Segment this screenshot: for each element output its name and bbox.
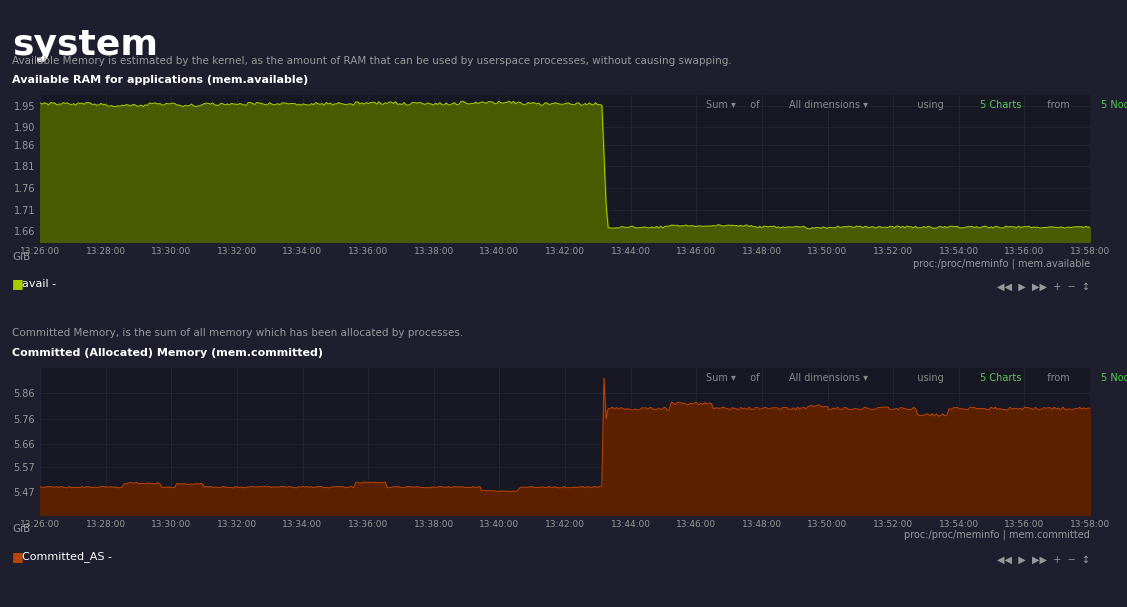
Text: using: using [911, 373, 950, 382]
Text: proc:/proc/meminfo | mem.committed: proc:/proc/meminfo | mem.committed [904, 530, 1090, 540]
Text: GiB: GiB [12, 252, 30, 262]
Text: of: of [744, 100, 765, 109]
Text: Sum ▾: Sum ▾ [706, 100, 736, 109]
Text: ■: ■ [12, 277, 28, 291]
Text: of: of [744, 373, 765, 382]
Text: from: from [1040, 373, 1075, 382]
Text: Committed Memory, is the sum of all memory which has been allocated by processes: Committed Memory, is the sum of all memo… [12, 328, 463, 338]
Text: proc:/proc/meminfo | mem.available: proc:/proc/meminfo | mem.available [913, 258, 1090, 268]
Text: system: system [12, 28, 158, 62]
Text: All dimensions ▾: All dimensions ▾ [790, 373, 869, 382]
Text: 5 Charts: 5 Charts [979, 373, 1021, 382]
Text: avail -: avail - [23, 279, 56, 289]
Text: 5 Nodes: 5 Nodes [1101, 100, 1127, 109]
Text: 5 Nodes: 5 Nodes [1101, 373, 1127, 382]
Text: Committed_AS -: Committed_AS - [23, 552, 112, 563]
Text: from: from [1040, 100, 1075, 109]
Text: 5 Charts: 5 Charts [979, 100, 1021, 109]
Text: Available Memory is estimated by the kernel, as the amount of RAM that can be us: Available Memory is estimated by the ker… [12, 56, 731, 66]
Text: Available RAM for applications (mem.available): Available RAM for applications (mem.avai… [12, 75, 309, 85]
Text: All dimensions ▾: All dimensions ▾ [790, 100, 869, 109]
Text: Sum ▾: Sum ▾ [706, 373, 736, 382]
Text: GiB: GiB [12, 524, 30, 534]
Text: ◀◀  ▶  ▶▶  +  −  ↕: ◀◀ ▶ ▶▶ + − ↕ [997, 282, 1090, 292]
Text: ■: ■ [12, 551, 28, 563]
Text: Committed (Allocated) Memory (mem.committed): Committed (Allocated) Memory (mem.commit… [12, 348, 323, 358]
Text: ◀◀  ▶  ▶▶  +  −  ↕: ◀◀ ▶ ▶▶ + − ↕ [997, 555, 1090, 565]
Text: using: using [911, 100, 950, 109]
